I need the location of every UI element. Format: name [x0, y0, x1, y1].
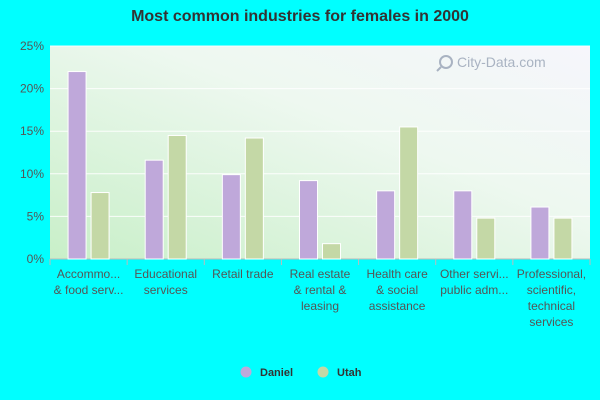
x-category-label: public adm...	[440, 283, 508, 297]
y-tick-label: 20%	[20, 82, 44, 96]
y-tick-label: 0%	[27, 252, 45, 266]
x-category-label: Accommo...	[57, 267, 120, 281]
bar-utah-6[interactable]	[553, 217, 573, 260]
bar-daniel-1[interactable]	[144, 159, 164, 260]
bar-daniel-5[interactable]	[453, 190, 473, 260]
bar-daniel-6[interactable]	[530, 206, 550, 260]
bar-utah-4[interactable]	[399, 126, 419, 260]
bar-daniel-3[interactable]	[299, 180, 318, 260]
bar-daniel-4[interactable]	[376, 190, 396, 260]
plot-area	[50, 46, 590, 259]
legend-swatch-daniel	[240, 366, 252, 378]
y-tick-label: 25%	[20, 39, 44, 53]
gridlines	[50, 45, 590, 260]
x-category-label: Professional,	[517, 267, 586, 281]
legend-label-utah: Utah	[337, 367, 362, 379]
x-category-label: Real estate	[290, 267, 351, 281]
x-category-label: assistance	[369, 299, 426, 313]
x-category-label: services	[529, 315, 573, 329]
x-category-label: scientific,	[527, 283, 576, 297]
x-category-label: Other servi...	[440, 267, 509, 281]
bar-daniel-0[interactable]	[67, 71, 87, 260]
x-category-label: services	[144, 283, 188, 297]
y-tick-label: 10%	[20, 167, 44, 181]
legend: Daniel Utah	[240, 366, 362, 379]
x-category-label: & social	[376, 283, 418, 297]
bar-utah-0[interactable]	[90, 192, 110, 260]
bars	[67, 71, 573, 260]
bar-daniel-2[interactable]	[221, 174, 241, 260]
bar-utah-2[interactable]	[244, 137, 264, 260]
legend-label-daniel: Daniel	[260, 367, 293, 379]
y-tick-label: 15%	[20, 124, 44, 138]
x-category-label: technical	[528, 299, 575, 313]
x-category-label: Retail trade	[212, 267, 274, 281]
x-category-label: & food serv...	[54, 283, 124, 297]
x-category-label: Health care	[366, 267, 428, 281]
x-category-label: & rental &	[294, 283, 347, 297]
y-tick-label: 5%	[27, 209, 45, 223]
watermark-text: City-Data.com	[457, 54, 546, 70]
bar-utah-3[interactable]	[322, 243, 341, 260]
y-axis-ticks: 0% 5% 10% 15% 20% 25%	[20, 39, 44, 266]
bar-utah-1[interactable]	[167, 134, 187, 260]
x-category-label: leasing	[301, 299, 339, 313]
x-axis-categories: Accommo... & food serv... Educational servi…	[49, 259, 591, 329]
chart-title: Most common industries for females in 20…	[131, 8, 469, 25]
magnifier-icon	[439, 55, 453, 69]
watermark: City-Data.com	[436, 54, 546, 72]
legend-swatch-utah	[317, 366, 329, 378]
bar-utah-5[interactable]	[476, 217, 496, 260]
x-category-label: Educational	[134, 267, 197, 281]
